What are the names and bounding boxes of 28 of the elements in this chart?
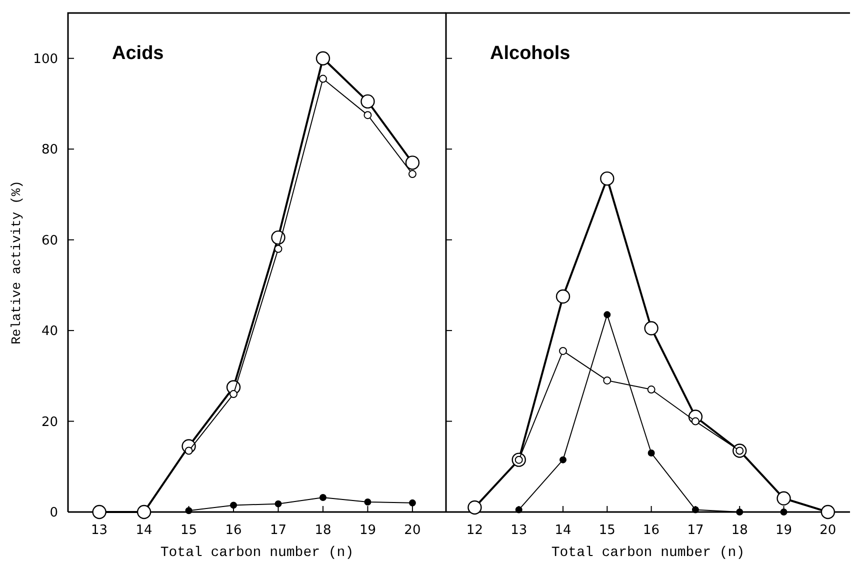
- x-tick-label: 18: [314, 523, 332, 538]
- y-tick-label: 60: [41, 233, 58, 248]
- x-tick-label: 19: [359, 523, 376, 538]
- x-tick-label: 14: [136, 523, 152, 538]
- y-tick-label: 40: [41, 324, 58, 340]
- y-axis-title: Relative activity (%): [9, 180, 24, 344]
- x-tick-label: 18: [731, 523, 748, 538]
- x-tick-label: 14: [554, 523, 572, 538]
- text: Acids: [112, 43, 164, 64]
- text: Alcohols: [490, 43, 570, 64]
- y-tick-label: 20: [41, 414, 58, 430]
- x-tick-label: 17: [270, 523, 287, 538]
- x-tick-label: 17: [687, 523, 704, 538]
- x-tick-label: 20: [404, 523, 421, 538]
- x-tick-label: 19: [775, 523, 792, 538]
- x-tick-label: 16: [643, 523, 660, 538]
- x-tick-label: 15: [180, 523, 198, 538]
- x-tick-label: 13: [91, 523, 108, 538]
- x-tick-label: 15: [598, 523, 616, 538]
- x-tick-label: 12: [466, 523, 483, 538]
- x-axis-title: Total carbon number (n): [160, 545, 354, 561]
- y-tick-label: 80: [41, 142, 58, 158]
- x-axis-title: Total carbon number (n): [551, 545, 745, 561]
- x-tick-label: 20: [820, 523, 836, 538]
- x-tick-label: 13: [510, 523, 528, 538]
- y-tick-label: 0: [50, 506, 58, 521]
- y-tick-label: 100: [33, 52, 58, 67]
- x-tick-label: 16: [225, 523, 242, 538]
